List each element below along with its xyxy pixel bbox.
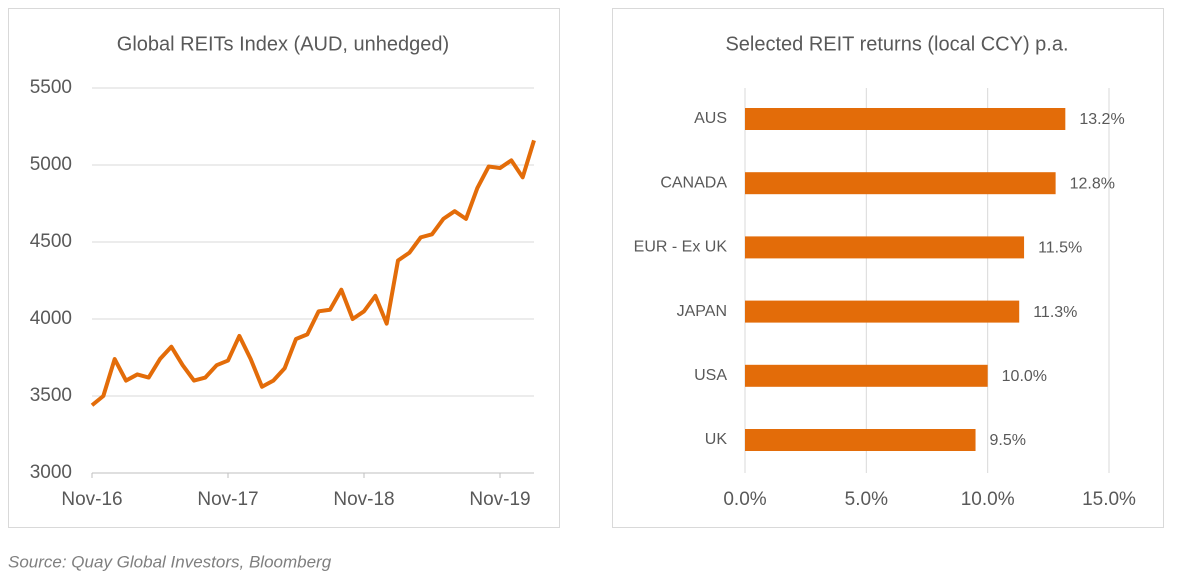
x-tick-label: 10.0% <box>961 489 1015 510</box>
panel-left <box>8 8 560 528</box>
y-tick-label: UK <box>705 431 728 448</box>
x-tick-label: Nov-17 <box>197 489 258 510</box>
bar <box>745 364 988 387</box>
y-tick-label: 3000 <box>30 462 72 483</box>
bar <box>745 236 1025 259</box>
x-tick-label: 5.0% <box>845 489 888 510</box>
x-tick-label: Nov-18 <box>333 489 394 510</box>
panel-right <box>612 8 1164 528</box>
data-label: 13.2% <box>1079 111 1124 128</box>
bar <box>745 429 976 451</box>
y-tick-label: 4000 <box>30 308 72 329</box>
x-tick-label: 15.0% <box>1082 489 1136 510</box>
data-label: 12.8% <box>1070 175 1115 192</box>
bar <box>745 300 1020 323</box>
line <box>90 139 536 407</box>
y-tick-label: 5500 <box>30 77 72 98</box>
data-label: 11.5% <box>1038 240 1082 257</box>
data-label: 9.5% <box>990 432 1026 449</box>
y-tick-label: CANADA <box>660 174 727 191</box>
y-tick-label: USA <box>694 367 727 384</box>
chart-title: Selected REIT returns (local CCY) p.a. <box>725 33 1068 55</box>
chart-title: Global REITs Index (AUD, unhedged) <box>117 33 449 55</box>
y-tick-label: 3500 <box>30 385 72 406</box>
bar <box>745 172 1056 195</box>
y-tick-label: AUS <box>694 110 727 127</box>
y-tick-label: JAPAN <box>677 303 727 320</box>
data-label: 11.3% <box>1033 304 1077 321</box>
source: Source: Quay Global Investors, Bloomberg <box>8 552 332 571</box>
x-tick-label: Nov-19 <box>469 489 530 510</box>
y-tick-label: 4500 <box>30 231 72 252</box>
y-tick-label: EUR - Ex UK <box>634 239 728 256</box>
x-tick-label: Nov-16 <box>61 489 122 510</box>
bar <box>745 108 1066 130</box>
x-tick-label: 0.0% <box>723 489 766 510</box>
data-label: 10.0% <box>1002 368 1047 385</box>
y-tick-label: 5000 <box>30 154 72 175</box>
